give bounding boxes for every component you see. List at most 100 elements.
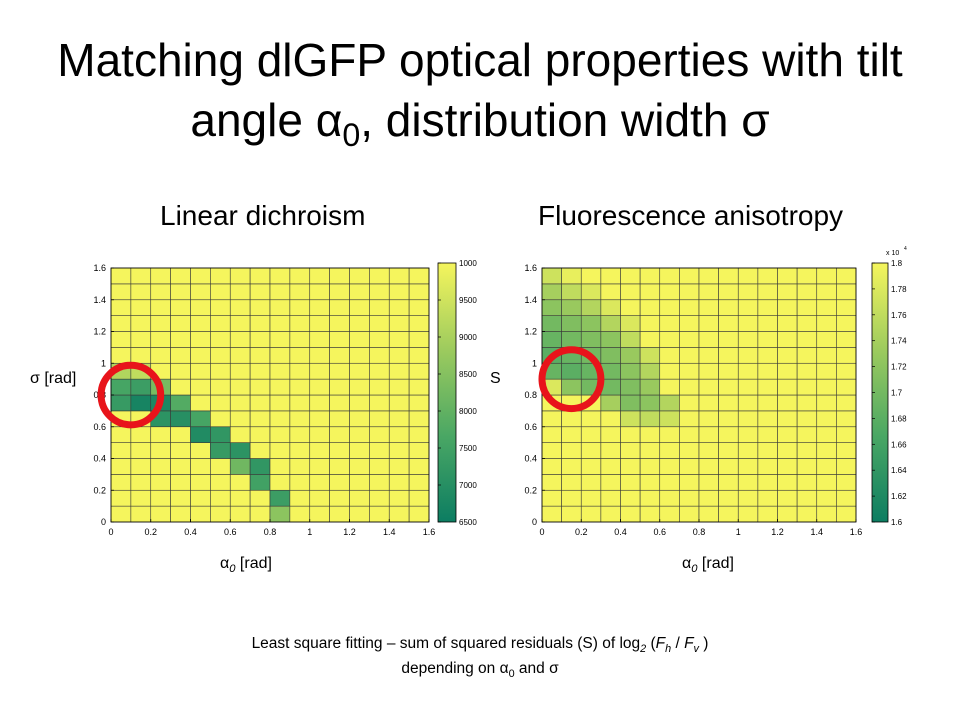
heatmap-cell: [249, 426, 271, 443]
heatmap-cell: [190, 474, 211, 491]
heatmap-cell: [269, 331, 291, 348]
heatmap-cell: [620, 442, 641, 459]
heatmap-cell: [150, 474, 171, 491]
heatmap-cell: [349, 505, 370, 523]
heatmap-cell: [659, 362, 680, 380]
heatmap-cell: [329, 378, 350, 396]
heatmap-cell: [269, 442, 291, 459]
heatmap-cell: [600, 394, 621, 412]
heatmap-cell: [210, 474, 231, 491]
x-tick-label: 1.6: [423, 527, 436, 537]
heatmap-cell: [639, 442, 661, 459]
heatmap-cell: [600, 347, 621, 364]
colorbar-tick-label: 8500: [459, 370, 477, 379]
heatmap-cell: [718, 489, 739, 507]
heatmap-cell: [388, 315, 410, 332]
heatmap-cell: [816, 315, 837, 332]
heatmap-cell: [639, 394, 661, 412]
heatmap-cell: [349, 426, 370, 443]
subtitle-fluorescence-anisotropy: Fluorescence anisotropy: [538, 200, 844, 231]
heatmap-cell: [388, 331, 410, 348]
heatmap-cell: [150, 331, 171, 348]
heatmap-cell: [309, 331, 330, 348]
heatmap-cell: [190, 410, 211, 428]
heatmap-cell: [737, 315, 759, 332]
heatmap-cell: [289, 299, 311, 316]
x-tick-label: 0: [539, 527, 544, 537]
x-tick-label: 1.4: [810, 527, 823, 537]
heatmap-cell: [659, 426, 680, 443]
heatmap-cell: [190, 267, 211, 285]
heatmap-cell: [210, 505, 231, 523]
heatmap-cell: [369, 489, 390, 507]
heatmap-cell: [289, 267, 311, 285]
heatmap-cell: [561, 458, 582, 475]
heatmap-cell: [369, 410, 390, 428]
y-tick-label: 1: [101, 358, 106, 368]
heatmap-cell: [737, 426, 759, 443]
heatmap-cell: [816, 347, 837, 364]
heatmap-cell: [289, 410, 311, 428]
heatmap-cell: [408, 331, 430, 348]
x-label-sub: 0: [691, 563, 698, 576]
heatmap-cell: [369, 426, 390, 443]
heatmap-cell: [757, 299, 778, 316]
heatmap-cell: [190, 458, 211, 475]
heatmap-cell: [836, 458, 857, 475]
heatmap-cell: [718, 410, 739, 428]
heatmap-cell: [349, 378, 370, 396]
heatmap-cell: [289, 394, 311, 412]
heatmap-cell: [110, 347, 132, 364]
heatmap-cell: [836, 489, 857, 507]
heatmap-cell: [659, 331, 680, 348]
heatmap-cell: [796, 299, 818, 316]
heatmap-cell: [309, 283, 330, 301]
heatmap-cell: [269, 267, 291, 285]
heatmap-cell: [777, 458, 798, 475]
heatmap-cell: [777, 315, 798, 332]
colorbar-tick-label: 9500: [459, 296, 477, 305]
heatmap-cell: [229, 331, 251, 348]
heatmap-cell: [561, 283, 582, 301]
heatmap-cell: [329, 426, 350, 443]
heatmap-cell: [777, 394, 798, 412]
heatmap-linear-dichroism: 0 0.2 0.4 0.6 0.8 1 1.2 1.4 1.600.20.40.60.811.2…: [93, 259, 477, 537]
heatmap-cell: [796, 331, 818, 348]
heatmap-cell: [210, 283, 231, 301]
heatmap-cell: [541, 489, 562, 507]
heatmap-cell: [639, 458, 661, 475]
heatmap-cell: [170, 410, 191, 428]
heatmap-cell: [698, 426, 719, 443]
heatmap-cell: [229, 267, 251, 285]
heatmap-cell: [541, 505, 562, 523]
heatmap-cell: [289, 331, 311, 348]
heatmap-cell: [679, 489, 700, 507]
heatmap-cell: [659, 505, 680, 523]
heatmap-cell: [229, 474, 251, 491]
heatmap-cell: [229, 458, 251, 475]
heatmap-cell: [150, 505, 171, 523]
y-tick-label: 0.2: [93, 485, 106, 495]
heatmap-cell: [329, 315, 350, 332]
heatmap-cell: [269, 283, 291, 301]
heatmap-cell: [737, 458, 759, 475]
heatmap-cell: [816, 505, 837, 523]
heatmap-cell: [170, 299, 191, 316]
x-tick-label: 0.6: [224, 527, 237, 537]
heatmap-cell: [249, 299, 271, 316]
heatmap-cell: [796, 458, 818, 475]
heatmap-cell: [110, 426, 132, 443]
x-tick-label: 0.2: [144, 527, 157, 537]
heatmap-cell: [580, 458, 602, 475]
footer-open-paren: (: [646, 635, 656, 652]
heatmap-cell: [249, 378, 271, 396]
heatmap-cell: [777, 426, 798, 443]
heatmap-cell: [229, 347, 251, 364]
heatmap-cell: [349, 458, 370, 475]
colorbar-tick-label: 7000: [459, 481, 477, 490]
heatmap-cell: [757, 331, 778, 348]
colorbar-tick-label: 1.66: [891, 440, 907, 449]
heatmap-cell: [698, 347, 719, 364]
heatmap-cell: [659, 283, 680, 301]
